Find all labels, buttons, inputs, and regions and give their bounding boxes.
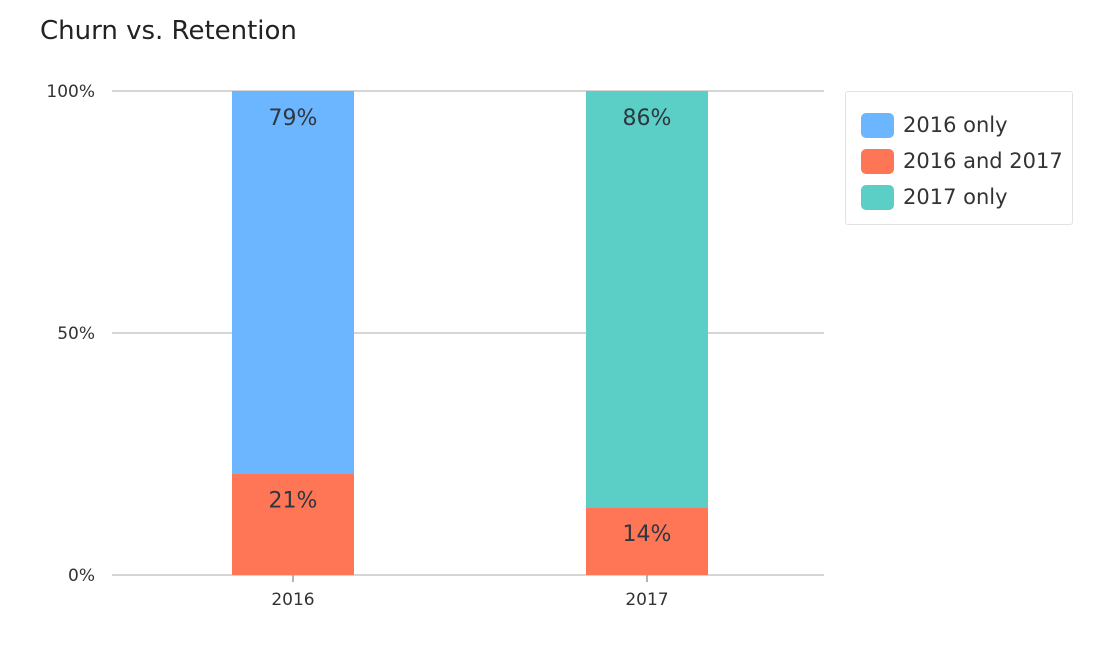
bar-data-label: 21% [269,488,318,513]
legend-swatch [861,112,894,138]
grid-lines [112,90,824,576]
bar-segment [586,91,708,508]
legend-item: 2016 and 2017 [861,143,1072,179]
bar-data-label: 79% [269,106,318,131]
legend-label: 2016 only [903,113,1008,137]
bar-segment [232,91,354,474]
x-axis-tick-labels: 2016 2017 [271,575,669,610]
y-axis-tick-labels: 0% 50% 100% [46,82,95,586]
bar-segment [586,507,708,575]
legend-swatch [861,184,894,210]
chart-title: Churn vs. Retention [40,16,297,46]
y-tick-label: 50% [57,324,95,344]
bar-segment [232,473,354,575]
bar-data-label: 86% [623,106,672,131]
legend-items: 2016 only 2016 and 2017 2017 only [861,107,1072,215]
legend-item: 2017 only [861,179,1072,215]
bars [232,91,708,575]
legend-label: 2017 only [903,185,1008,209]
legend: 2016 only 2016 and 2017 2017 only [845,91,1073,225]
y-tick-label: 100% [46,82,95,102]
legend-item: 2016 only [861,107,1072,143]
bar-data-labels: 79% 21% 14% 86% [269,106,672,547]
bar-data-label: 14% [623,522,672,547]
x-tick-label: 2017 [625,590,668,610]
y-tick-label: 0% [68,566,95,586]
x-tick-label: 2016 [271,590,314,610]
legend-label: 2016 and 2017 [903,149,1063,173]
legend-swatch [861,148,894,174]
